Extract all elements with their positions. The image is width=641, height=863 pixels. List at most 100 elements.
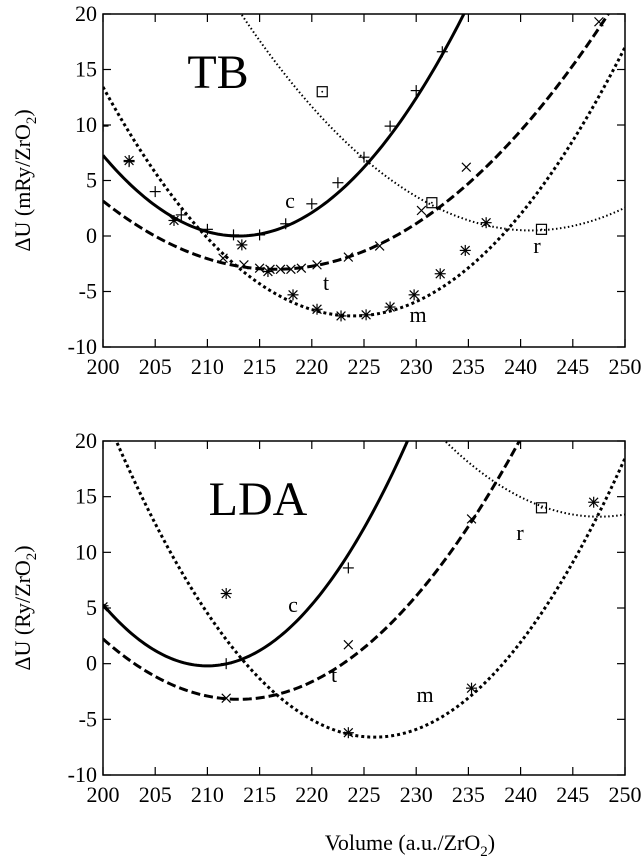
marker-m: [588, 496, 600, 508]
curve-label-m: m: [409, 302, 426, 327]
series-t-line: [103, 441, 522, 701]
y-tick-label: 10: [75, 112, 97, 137]
marker-m: [466, 682, 478, 694]
marker-m: [480, 217, 492, 229]
curve-label-c: c: [285, 188, 295, 213]
series-c-line: [103, 14, 466, 238]
x-tick-label: 225: [348, 354, 381, 379]
series-t-line: [103, 14, 611, 271]
curve-label-r: r: [516, 520, 524, 545]
x-tick-label: 240: [504, 354, 537, 379]
x-tick-label: 230: [400, 782, 433, 807]
y-tick-label: 0: [86, 651, 97, 676]
marker-t: [286, 264, 296, 275]
y-tick-label: 0: [86, 223, 97, 248]
marker-m: [342, 727, 354, 739]
marker-m: [168, 214, 180, 226]
y-tick-label: -5: [79, 706, 97, 731]
marker-t: [594, 16, 604, 27]
y-tick-label: 5: [86, 595, 97, 620]
marker-r: [535, 223, 548, 235]
marker-t: [312, 260, 322, 270]
marker-t: [343, 639, 354, 650]
series-group: [103, 441, 625, 739]
marker-t: [374, 241, 385, 251]
lda-panel: 200 205 210 215 220 225 230 235 240 245 250 -10 -5 0 5…: [10, 428, 641, 807]
marker-m: [360, 309, 372, 321]
marker-m: [311, 303, 323, 315]
y-tick-label: 15: [75, 484, 97, 509]
curve-label-m: m: [416, 682, 433, 707]
x-tick-label: 210: [191, 354, 224, 379]
marker-r: [535, 502, 548, 514]
marker-t: [466, 514, 477, 524]
marker-c: [280, 218, 292, 230]
marker-c: [410, 85, 422, 97]
marker-t: [461, 162, 472, 173]
y-tick-label: -10: [68, 334, 97, 359]
marker-c: [332, 177, 344, 189]
x-tick-label: 230: [400, 354, 433, 379]
x-tick-label: 205: [139, 354, 172, 379]
marker-c: [306, 198, 318, 210]
marker-t: [218, 253, 228, 264]
series-r-line: [443, 441, 625, 518]
series-r-line: [240, 14, 625, 232]
marker-m: [459, 244, 471, 256]
series-m-line: [114, 441, 625, 739]
curve-label-t: t: [323, 270, 329, 295]
marker-t: [296, 263, 307, 274]
marker-m: [123, 155, 135, 167]
marker-c: [220, 658, 232, 670]
x-tick-label: 220: [295, 782, 328, 807]
marker-m: [220, 588, 232, 600]
marker-t: [343, 252, 354, 262]
series-m-line: [103, 46, 625, 318]
marker-t: [103, 602, 108, 612]
x-tick-label: 245: [556, 354, 589, 379]
x-tick-label: 215: [243, 354, 276, 379]
marker-m: [434, 268, 446, 280]
curve-label-r: r: [533, 233, 541, 258]
marker-c: [254, 229, 266, 241]
y-tick-label: 15: [75, 57, 97, 82]
y-tick-label: 5: [86, 168, 97, 193]
y-tick-label: -5: [79, 279, 97, 304]
x-tick-label: 225: [348, 782, 381, 807]
marker-c: [358, 151, 370, 163]
marker-c: [103, 120, 109, 132]
x-tick-label: 200: [87, 782, 120, 807]
y-axis-label: ΔU (Ry/ZrO2): [10, 545, 40, 670]
marker-c: [103, 600, 109, 612]
marker-m: [335, 310, 347, 322]
x-tick-label: 250: [609, 782, 641, 807]
y-tick-label: 20: [75, 428, 97, 453]
tb-panel: 200 205 210 215 220 225 230 235 240 245 250 -10 -5 0 5…: [10, 1, 641, 379]
marker-m: [287, 289, 299, 301]
marker-c: [228, 229, 239, 241]
x-axis-label: Volume (a.u./ZrO2): [325, 830, 495, 860]
y-tick-label: -10: [68, 762, 97, 787]
y-tick-label: 10: [75, 539, 97, 564]
marker-t: [416, 205, 427, 216]
marker-c: [201, 223, 213, 235]
marker-r: [426, 197, 438, 209]
series-group: [103, 14, 625, 322]
marker-c: [342, 562, 354, 574]
x-tick-label: 205: [139, 782, 172, 807]
x-tick-label: 235: [452, 782, 485, 807]
series-c-line: [103, 441, 410, 668]
x-tick-label: 245: [556, 782, 589, 807]
x-tick-label: 215: [243, 782, 276, 807]
marker-r: [316, 86, 328, 98]
panel-title: LDA: [209, 473, 308, 526]
marker-m: [236, 239, 248, 251]
y-axis-label: ΔU (mRy/ZrO2): [10, 109, 40, 251]
marker-t: [221, 693, 232, 704]
x-tick-label: 240: [504, 782, 537, 807]
x-tick-label: 210: [191, 782, 224, 807]
x-tick-label: 220: [295, 354, 328, 379]
marker-c: [384, 120, 396, 132]
marker-m: [384, 301, 396, 313]
